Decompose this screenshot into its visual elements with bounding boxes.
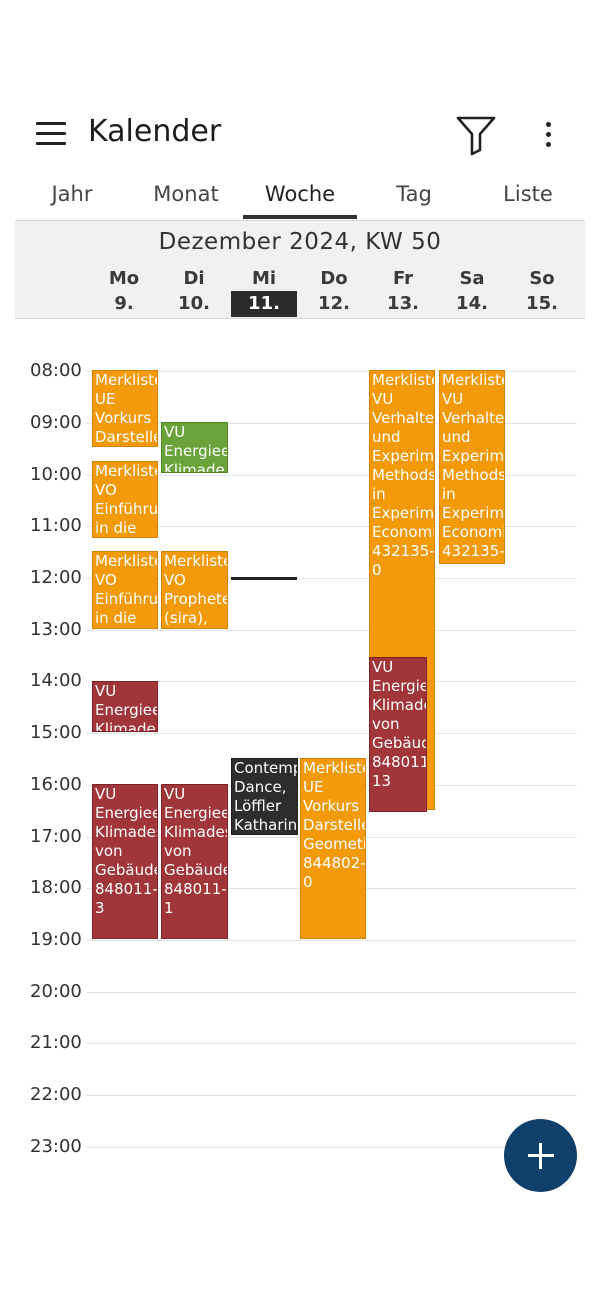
filter-button[interactable] bbox=[456, 114, 496, 156]
app-bar: Kalender bbox=[0, 100, 600, 170]
add-event-button[interactable] bbox=[504, 1119, 577, 1192]
event-block[interactable]: Merkliste UE Vorkurs Darstelle Geometi 8… bbox=[300, 758, 366, 939]
event-block[interactable]: Merkliste UE Vorkurs Darstelle bbox=[92, 370, 158, 447]
day-name: Fr bbox=[392, 268, 414, 289]
current-time-indicator bbox=[231, 577, 297, 580]
day-name: Do bbox=[320, 268, 348, 289]
hour-line bbox=[86, 1095, 577, 1096]
event-block[interactable]: VU Energiee Klimades von Gebäude 848011-… bbox=[161, 784, 228, 939]
hour-line bbox=[86, 1147, 577, 1148]
page-title: Kalender bbox=[88, 114, 222, 149]
event-block[interactable]: Merkliste VU Verhalte und Experim Method… bbox=[439, 370, 505, 564]
tab-woche[interactable]: Woche bbox=[264, 182, 336, 206]
hour-label: 12:00 bbox=[30, 567, 82, 588]
day-name: So bbox=[529, 268, 555, 289]
day-name: Mi bbox=[251, 268, 277, 289]
day-date: 12. bbox=[318, 293, 350, 314]
day-header-mo[interactable]: Mo 9. bbox=[91, 267, 157, 317]
day-name: Sa bbox=[459, 268, 485, 289]
hour-line bbox=[86, 1043, 577, 1044]
hour-line bbox=[86, 992, 577, 993]
hour-label: 20:00 bbox=[30, 981, 82, 1002]
hour-label: 22:00 bbox=[30, 1084, 82, 1105]
hour-label: 21:00 bbox=[30, 1032, 82, 1053]
event-block[interactable]: Merkliste VO Prophete (sira), bbox=[161, 551, 228, 629]
more-vertical-icon-dot bbox=[546, 142, 551, 147]
day-header-so[interactable]: So 15. bbox=[509, 267, 575, 317]
hour-line bbox=[86, 475, 577, 476]
hour-label: 09:00 bbox=[30, 412, 82, 433]
event-block[interactable]: VU Energiee Klimade bbox=[92, 681, 158, 732]
event-block[interactable]: VU Energiee Klimade bbox=[161, 422, 228, 473]
hour-label: 18:00 bbox=[30, 877, 82, 898]
hour-label: 13:00 bbox=[30, 619, 82, 640]
hour-line bbox=[86, 526, 577, 527]
hour-label: 08:00 bbox=[30, 360, 82, 381]
event-block[interactable]: Contemp Dance, Löffler Katharin bbox=[231, 758, 298, 835]
hour-label: 19:00 bbox=[30, 929, 82, 950]
day-date: 13. bbox=[387, 293, 419, 314]
view-tabs: Jahr Monat Woche Tag Liste bbox=[15, 172, 585, 220]
tab-jahr[interactable]: Jahr bbox=[51, 182, 93, 206]
day-header-di[interactable]: Di 10. bbox=[161, 267, 227, 317]
day-name: Di bbox=[183, 268, 205, 289]
hour-line bbox=[86, 371, 577, 372]
hour-label: 23:00 bbox=[30, 1136, 82, 1157]
week-title: Dezember 2024, KW 50 bbox=[158, 229, 442, 255]
hour-label: 10:00 bbox=[30, 464, 82, 485]
week-header: Dezember 2024, KW 50 Mo 9. Di 10. Mi 11.… bbox=[15, 220, 585, 319]
day-date: 14. bbox=[456, 293, 488, 314]
hamburger-icon bbox=[36, 122, 66, 125]
event-block[interactable]: VU Energiee Klimade von Gebäud 848011 13 bbox=[369, 657, 427, 812]
hour-line bbox=[86, 681, 577, 682]
hour-line bbox=[86, 940, 577, 941]
hamburger-icon-bar bbox=[36, 132, 66, 135]
hour-line bbox=[86, 630, 577, 631]
day-date: 10. bbox=[178, 293, 210, 314]
hour-label: 17:00 bbox=[30, 826, 82, 847]
more-vertical-icon bbox=[546, 122, 551, 127]
filter-icon bbox=[456, 116, 496, 156]
hour-line bbox=[86, 578, 577, 579]
tab-liste[interactable]: Liste bbox=[503, 182, 553, 206]
today-date: 11. bbox=[231, 291, 297, 317]
day-header-mi[interactable]: Mi 11. bbox=[231, 267, 297, 317]
plus-icon-stroke bbox=[539, 1143, 542, 1169]
day-header-sa[interactable]: Sa 14. bbox=[439, 267, 505, 317]
tab-monat[interactable]: Monat bbox=[153, 182, 219, 206]
menu-button[interactable] bbox=[36, 122, 66, 146]
hour-line bbox=[86, 733, 577, 734]
hour-label: 11:00 bbox=[30, 515, 82, 536]
day-date: 9. bbox=[114, 293, 134, 314]
event-block[interactable]: VU Energiee Klimades von Gebäude 848011-… bbox=[92, 784, 158, 939]
hour-line bbox=[86, 423, 577, 424]
active-tab-indicator bbox=[243, 215, 357, 219]
day-date: 15. bbox=[526, 293, 558, 314]
event-block[interactable]: Merkliste VO Einführu in die bbox=[92, 551, 158, 629]
hour-label: 14:00 bbox=[30, 670, 82, 691]
event-block[interactable]: Merkliste VO Einführu in die bbox=[92, 461, 158, 538]
hamburger-icon-bar bbox=[36, 142, 66, 145]
more-vertical-icon-dot bbox=[546, 132, 551, 137]
day-name: Mo bbox=[108, 268, 140, 289]
more-options-button[interactable] bbox=[532, 118, 564, 152]
hour-label: 16:00 bbox=[30, 774, 82, 795]
hour-label: 15:00 bbox=[30, 722, 82, 743]
day-header-do[interactable]: Do 12. bbox=[301, 267, 367, 317]
day-header-fr[interactable]: Fr 13. bbox=[370, 267, 436, 317]
tab-tag[interactable]: Tag bbox=[396, 182, 432, 206]
